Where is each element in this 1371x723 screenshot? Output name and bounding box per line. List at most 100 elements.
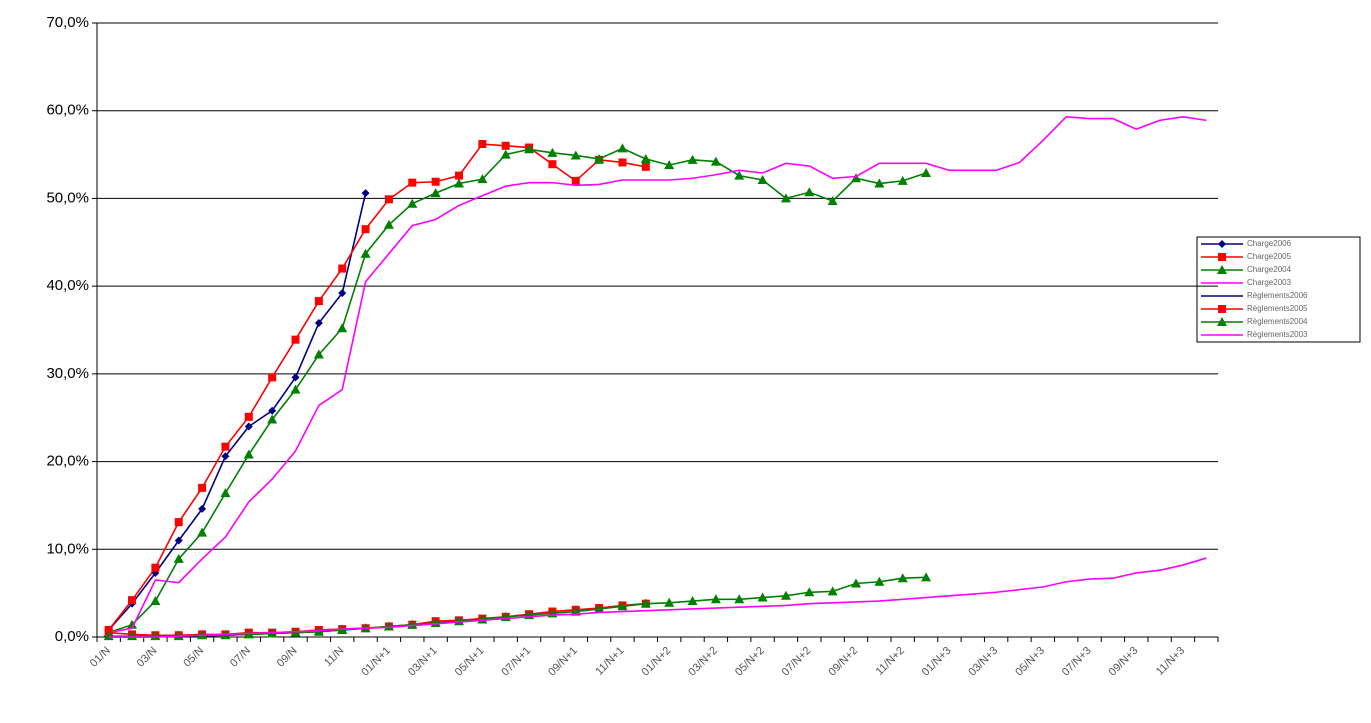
point: [221, 452, 230, 461]
legend-label: Règlements2003: [1247, 330, 1308, 339]
point: [128, 596, 137, 605]
x-tick-label: 07/N+3: [1060, 645, 1094, 679]
legend-marker: [1218, 253, 1226, 261]
point: [314, 318, 323, 327]
point: [408, 178, 417, 187]
point: [780, 590, 791, 600]
point: [710, 594, 721, 604]
y-tick-label: 70,0%: [46, 14, 89, 31]
point: [547, 147, 558, 157]
x-tick-label: 03/N+1: [406, 645, 440, 679]
point: [243, 449, 254, 459]
point: [664, 160, 675, 170]
point: [687, 596, 698, 606]
legend-label: Charge2006: [1247, 239, 1292, 248]
x-tick-label: 05/N+1: [453, 645, 487, 679]
point: [291, 335, 300, 344]
point: [268, 406, 277, 415]
point: [687, 154, 698, 164]
legend-label: Règlements2006: [1247, 291, 1308, 300]
series-line: [108, 147, 927, 634]
point: [453, 178, 464, 188]
point: [267, 414, 278, 424]
point: [127, 631, 138, 641]
x-tick-label: 05/N: [181, 645, 206, 670]
x-tick-label: 01/N+1: [359, 645, 393, 679]
point: [640, 153, 651, 163]
point: [244, 422, 253, 431]
point: [734, 594, 745, 604]
point: [874, 576, 885, 586]
x-tick-label: 11/N+3: [1154, 645, 1187, 678]
legend-marker: [1218, 305, 1226, 313]
point: [290, 384, 301, 394]
point: [874, 178, 885, 188]
point: [431, 177, 440, 186]
point: [641, 162, 650, 171]
point: [897, 175, 908, 185]
series-line: [108, 602, 646, 637]
x-tick-label: 03/N+2: [686, 645, 720, 679]
point: [173, 553, 184, 563]
point: [361, 189, 370, 198]
x-tick-label: 09/N+3: [1107, 645, 1141, 679]
point: [338, 264, 347, 273]
point: [827, 586, 838, 596]
point: [314, 297, 323, 306]
x-tick-label: 03/N+3: [967, 645, 1001, 679]
point: [103, 631, 114, 641]
y-tick-label: 0,0%: [55, 628, 89, 645]
point: [570, 150, 581, 160]
series-line: [108, 557, 1207, 638]
y-tick-label: 50,0%: [46, 189, 89, 206]
x-tick-label: 09/N+1: [546, 645, 580, 679]
x-tick-label: 07/N+2: [780, 645, 814, 679]
point: [338, 289, 347, 298]
point: [617, 143, 628, 153]
point: [384, 195, 393, 204]
point: [337, 323, 348, 333]
y-tick-label: 30,0%: [46, 365, 89, 382]
point: [501, 141, 510, 150]
point: [851, 578, 862, 588]
point: [198, 504, 207, 513]
point: [430, 188, 441, 198]
legend-marker: [1217, 265, 1227, 274]
point: [921, 167, 932, 177]
point: [664, 597, 675, 607]
series-line: [108, 116, 1207, 634]
x-tick-label: 11/N+2: [874, 645, 907, 678]
x-tick-label: 11/N+1: [593, 645, 626, 678]
point: [804, 587, 815, 597]
point: [524, 144, 535, 154]
point: [220, 488, 231, 498]
point: [780, 193, 791, 203]
point: [618, 158, 627, 167]
x-tick-label: 07/N+1: [499, 645, 533, 679]
point: [477, 174, 488, 184]
x-tick-label: 07/N: [228, 645, 253, 670]
y-tick-label: 10,0%: [46, 540, 89, 557]
point: [268, 373, 277, 382]
point: [500, 149, 511, 159]
point: [548, 160, 557, 169]
point: [361, 225, 370, 234]
x-tick-label: 09/N+2: [826, 645, 860, 679]
series-line: [108, 576, 927, 637]
point: [617, 601, 628, 611]
legend-marker: [1218, 240, 1226, 248]
legend-label: Charge2004: [1247, 265, 1292, 274]
x-tick-label: 09/N: [275, 645, 300, 670]
y-tick-label: 20,0%: [46, 453, 89, 470]
point: [150, 596, 161, 606]
point: [897, 573, 908, 583]
point: [734, 170, 745, 180]
point: [710, 156, 721, 166]
series-line: [108, 192, 367, 631]
point: [804, 187, 815, 197]
point: [360, 248, 371, 258]
y-tick-label: 40,0%: [46, 277, 89, 294]
point: [174, 518, 183, 527]
point: [221, 442, 230, 451]
